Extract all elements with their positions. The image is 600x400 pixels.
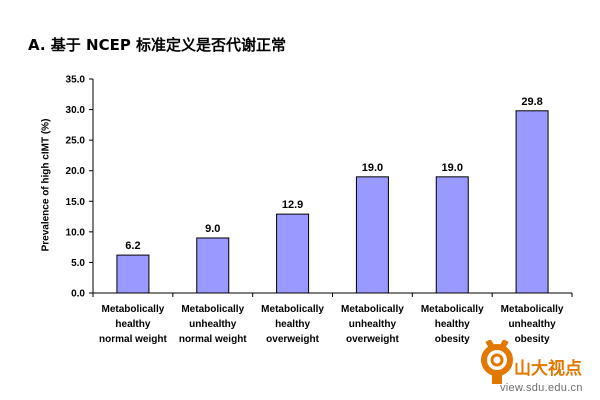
y-tick-label: 15.0 [66,197,86,208]
y-tick-label: 20.0 [66,166,86,177]
x-tick-label: healthy [275,319,310,330]
x-tick-label: overweight [346,334,399,345]
x-tick-label: unhealthy [349,319,397,330]
bar [196,237,230,294]
x-tick-label: obesity [515,334,550,345]
value-labels: 6.2 9.0 12.9 19.0 19.0 29.8 [125,96,543,252]
x-tick-label: normal weight [179,334,247,345]
y-tick-label: 35.0 [66,75,86,86]
x-tick-label: Metabolically [421,304,484,315]
x-tick-label: Metabolically [261,304,324,315]
value-label: 19.0 [442,162,463,174]
x-tick-label: Metabolically [501,304,564,315]
y-tick-label: 25.0 [66,136,86,147]
y-tick-label: 0.0 [71,289,85,300]
watermark-name: 山大视点 [514,359,582,379]
page-title: A. 基于 NCEP 标准定义是否代谢正常 [28,36,287,54]
bar [116,254,150,294]
x-tick-labels: Metabolically healthy normal weight Metabol… [99,304,564,345]
x-tick-label: healthy [115,319,150,330]
x-tick-label: normal weight [99,334,167,345]
value-label: 19.0 [362,162,383,174]
chart-axes [89,78,573,297]
bar [276,213,310,294]
x-tick-label: healthy [435,319,470,330]
x-tick-label: overweight [266,334,319,345]
y-tick-label: 5.0 [71,258,85,269]
value-label: 29.8 [521,96,542,108]
x-tick-label: Metabolically [341,304,404,315]
x-tick-label: unhealthy [189,319,237,330]
y-tick-label: 30.0 [66,105,86,116]
x-tick-label: unhealthy [508,319,556,330]
sdu-logo-icon [481,340,513,384]
x-tick-label: obesity [435,334,470,345]
bar [515,110,549,294]
y-tick-labels: 0.0 5.0 10.0 15.0 20.0 25.0 30.0 35.0 [66,75,86,300]
chart-bars [116,110,549,294]
x-tick-label: Metabolically [181,304,244,315]
watermark: 山大视点 view.sdu.edu.cn [478,340,600,400]
watermark-url: view.sdu.edu.cn [500,382,583,394]
y-tick-label: 10.0 [66,227,86,238]
value-label: 9.0 [205,223,220,235]
value-label: 6.2 [125,240,140,252]
value-label: 12.9 [282,199,303,211]
bar [435,176,469,294]
bar [355,176,389,294]
x-tick-label: Metabolically [102,304,165,315]
